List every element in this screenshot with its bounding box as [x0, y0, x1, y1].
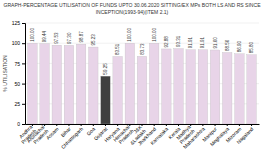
title: GRAPH-PERCENTAGE UTILISATION OF FUNDS UP…: [3, 2, 261, 8]
grid: [25, 23, 259, 124]
x-tick-label: Nagaland: [235, 126, 255, 146]
bar: [76, 44, 85, 124]
x-tick-mark: [32, 124, 33, 126]
bar: [113, 57, 122, 124]
y-axis: 0 25 50 75 100 125: [12, 20, 26, 127]
y-tick-mark: [22, 124, 25, 125]
y-tick-mark: [22, 23, 25, 24]
chart-container: GRAPH-PERCENTAGE UTILISATION OF FUNDS UP…: [0, 0, 264, 160]
y-tick-label: 50: [14, 81, 20, 87]
bar: [101, 76, 110, 124]
data-label: 97.53: [54, 32, 59, 44]
x-tick-mark: [190, 124, 191, 126]
x-tick-mark: [117, 124, 118, 126]
bar: [186, 50, 195, 124]
bar: [162, 49, 171, 124]
bar: [174, 49, 183, 124]
x-tick-mark: [215, 124, 216, 126]
x-axis-line: [26, 124, 260, 125]
plot-area: 0 25 50 75 100 125 AndhraPradeshArunachalPrade…: [12, 20, 260, 150]
y-axis-label: % UTILISATION: [2, 55, 8, 92]
data-label: 88.56: [225, 39, 230, 51]
x-tick-mark: [154, 124, 155, 126]
y-tick-label: 125: [12, 20, 21, 26]
data-label: 59.25: [103, 63, 108, 75]
x-tick-mark: [202, 124, 203, 126]
data-label: 83.73: [140, 43, 145, 55]
x-tick: Chhattisgarh: [60, 124, 84, 150]
y-tick-mark: [22, 84, 25, 85]
x-tick-mark: [251, 124, 252, 126]
y-tick-label: 0: [17, 121, 20, 127]
chart-svg: GRAPH-PERCENTAGE UTILISATION OF FUNDS UP…: [0, 0, 264, 160]
y-tick-mark: [22, 63, 25, 64]
x-tick-label: Assam: [45, 126, 60, 141]
data-label: 92.88: [164, 36, 169, 48]
y-tick: 50: [14, 81, 25, 87]
y-tick: 0: [17, 121, 25, 127]
x-tick-mark: [44, 124, 45, 126]
y-tick-mark: [22, 43, 25, 44]
subtitle: INCEPTION(1993-94)(ITEM 2.1): [96, 9, 169, 15]
data-label: 99.44: [42, 30, 47, 42]
x-tick-mark: [227, 124, 228, 126]
x-tick: Nagaland: [235, 124, 255, 145]
x-tick-mark: [178, 124, 179, 126]
data-label: 93.31: [176, 35, 181, 47]
data-label: 86.90: [237, 41, 242, 53]
x-axis: AndhraPradeshArunachalPradeshAssamBiharC…: [16, 123, 259, 150]
data-label: 98.87: [79, 31, 84, 43]
x-tick-mark: [56, 124, 57, 126]
y-tick: 100: [12, 40, 25, 46]
x-tick-mark: [68, 124, 69, 126]
bar: [137, 56, 146, 124]
x-tick-mark: [81, 124, 82, 126]
y-tick: 25: [14, 101, 25, 107]
bar: [89, 47, 98, 124]
x-tick-label-line: Chhattisgarh: [60, 126, 84, 150]
x-tick-label-line: Nagaland: [235, 126, 255, 146]
bar: [235, 54, 244, 124]
bar: [52, 45, 61, 124]
x-tick-mark: [166, 124, 167, 126]
y-tick: 75: [14, 61, 25, 67]
data-label: 100.00: [127, 27, 132, 41]
y-tick-label: 75: [14, 61, 20, 67]
y-axis-line: [22, 24, 26, 125]
x-tick: Karnataka: [149, 124, 170, 146]
bar: [28, 43, 37, 124]
x-tick-label: Chhattisgarh: [60, 126, 84, 150]
y-tick-mark: [22, 104, 25, 105]
x-tick-mark: [129, 124, 130, 126]
y-tick-label: 100: [12, 40, 21, 46]
y-tick-label: 25: [14, 101, 20, 107]
data-label: 91.60: [213, 37, 218, 49]
data-label: 95.23: [91, 34, 96, 46]
bar: [247, 55, 256, 124]
bar: [40, 44, 49, 124]
data-label: 100.00: [152, 27, 157, 41]
x-tick-mark: [142, 124, 143, 126]
data-label: 91.91: [188, 36, 193, 48]
y-tick: 125: [12, 20, 25, 26]
x-tick-mark: [239, 124, 240, 126]
x-tick-mark: [105, 124, 106, 126]
data-label: 97.30: [67, 32, 72, 44]
bar: [149, 43, 158, 124]
grid-line: [25, 23, 259, 24]
bar: [198, 50, 207, 124]
bar: [222, 52, 231, 124]
data-labels: 100.00 99.44 97.53 97.30 98.87 95.23 59.25 83.5…: [30, 27, 254, 74]
x-tick-label-line: Assam: [45, 126, 60, 141]
data-label: 91.91: [200, 36, 205, 48]
x-tick-mark: [93, 124, 94, 126]
bar: [125, 43, 134, 124]
data-label: 83.51: [115, 43, 120, 55]
x-tick: Assam: [45, 124, 60, 141]
data-label: 100.00: [30, 27, 35, 41]
bar: [210, 50, 219, 124]
bars: [28, 43, 257, 124]
bar: [64, 45, 73, 124]
data-label: 85.80: [249, 41, 254, 53]
